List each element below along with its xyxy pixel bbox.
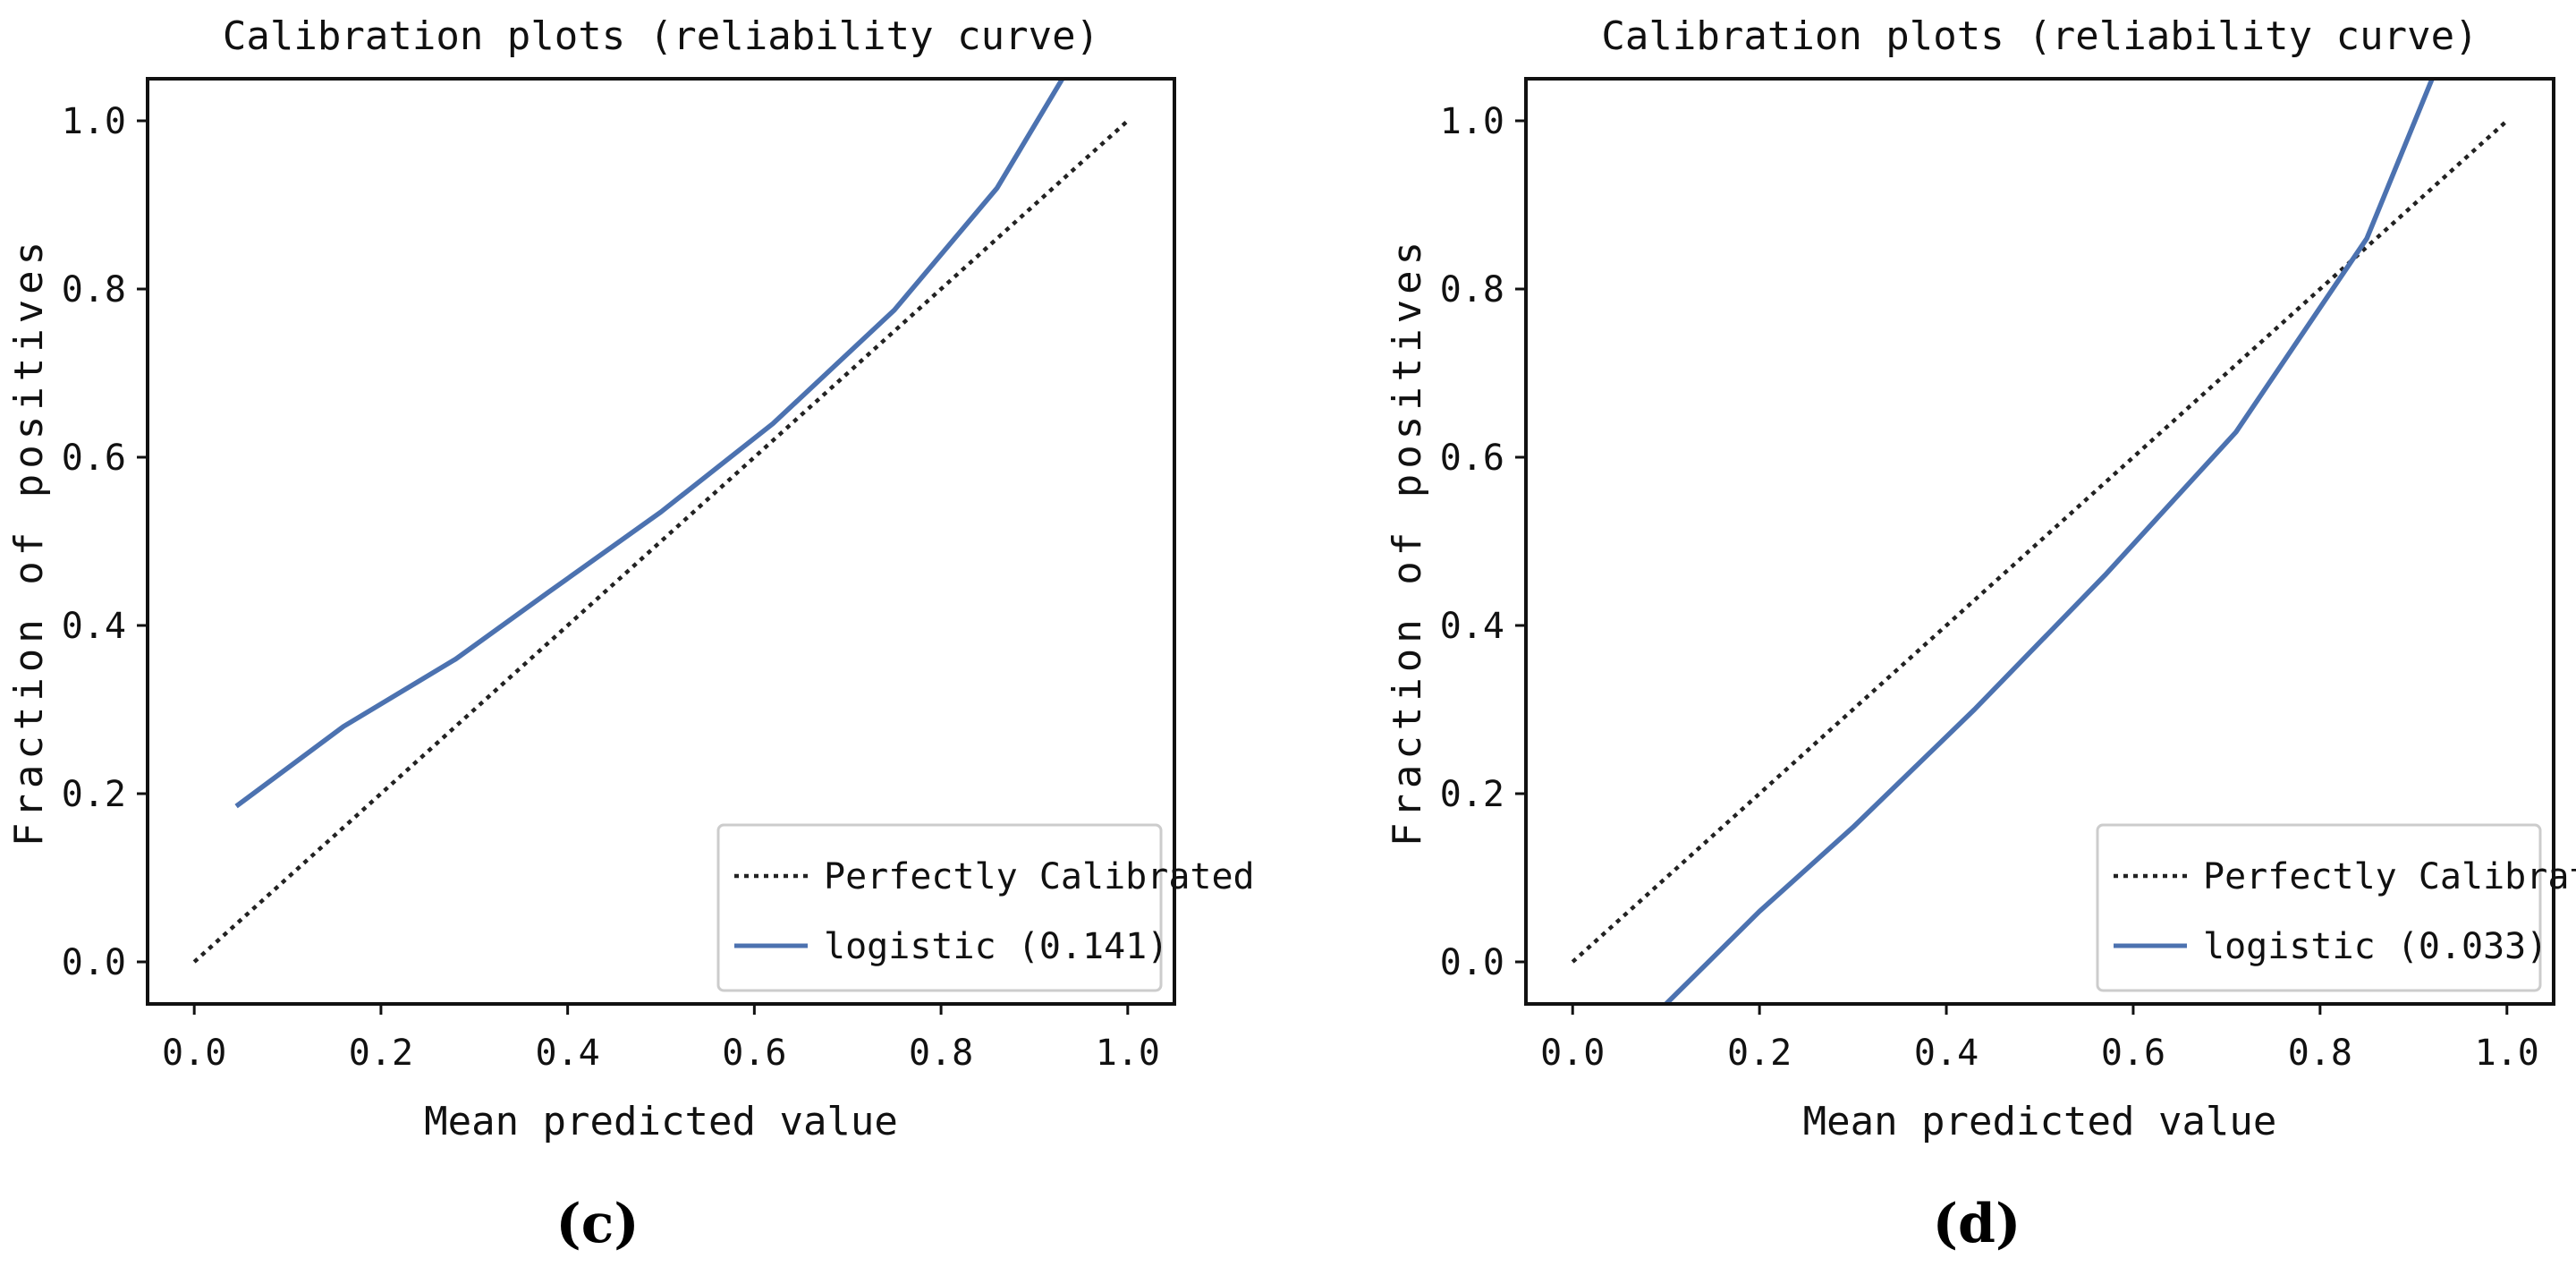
perfectly-calibrated-line	[192, 119, 1130, 964]
x-tick-label: 0.8	[2288, 1033, 2352, 1074]
legend-box	[2096, 823, 2542, 992]
y-tick-label: 0.0	[62, 942, 126, 983]
logistic-curve	[1664, 79, 2435, 1004]
chart-title: Calibration plots (reliability curve)	[1601, 13, 2478, 59]
x-tick-label: 0.6	[2101, 1033, 2165, 1074]
panel-label: (c)	[555, 1193, 639, 1255]
chart-panel-c: Calibration plots (reliability curve) Mea…	[6, 13, 1255, 1255]
y-axis-label: Fraction of positives	[1385, 236, 1430, 846]
logistic-curve	[234, 79, 1065, 809]
y-tick-label: 0.4	[1440, 606, 1504, 647]
y-tick-label: 1.0	[62, 101, 126, 142]
legend-entry: Perfectly Calibrated	[824, 856, 1255, 897]
legend-entry: logistic (0.141)	[824, 926, 1168, 967]
x-tick-label: 0.4	[1914, 1033, 1979, 1074]
x-tick-label: 0.0	[162, 1033, 226, 1074]
x-tick-label: 1.0	[1096, 1033, 1160, 1074]
y-tick-label: 0.2	[1440, 774, 1504, 815]
y-tick-label: 0.4	[62, 606, 126, 647]
x-tick-label: 0.4	[536, 1033, 600, 1074]
perfectly-calibrated-line	[1571, 119, 2509, 964]
y-tick-label: 0.8	[1440, 269, 1504, 310]
y-tick-label: 0.8	[62, 269, 126, 310]
legend-entry: Perfectly Calibrated	[2203, 856, 2576, 897]
legend-entry: logistic (0.033)	[2203, 926, 2547, 967]
legend-box	[716, 823, 1163, 992]
panel-label: (d)	[1933, 1193, 2021, 1255]
y-tick-label: 0.6	[62, 438, 126, 479]
legend: Perfectly Calibrated logistic (0.141)	[716, 823, 1255, 992]
y-tick-label: 0.0	[1440, 942, 1504, 983]
legend: Perfectly Calibrated logistic (0.033)	[2096, 823, 2576, 992]
y-axis-label: Fraction of positives	[6, 236, 52, 846]
x-tick-label: 0.6	[722, 1033, 786, 1074]
y-tick-label: 0.6	[1440, 438, 1504, 479]
x-tick-label: 0.2	[1727, 1033, 1792, 1074]
y-tick-label: 0.2	[62, 774, 126, 815]
plot-frame	[146, 77, 1176, 1006]
x-tick-label: 0.0	[1540, 1033, 1605, 1074]
y-tick-label: 1.0	[1440, 101, 1504, 142]
x-tick-label: 0.2	[349, 1033, 413, 1074]
x-axis-label: Mean predicted value	[424, 1099, 898, 1144]
chart-panel-d: Calibration plots (reliability curve) Mea…	[1385, 13, 2576, 1255]
chart-title: Calibration plots (reliability curve)	[223, 13, 1099, 59]
plot-frame	[1524, 77, 2555, 1006]
plot-area	[192, 79, 1130, 964]
x-tick-label: 0.8	[909, 1033, 973, 1074]
plot-area	[1571, 79, 2509, 1004]
x-axis-label: Mean predicted value	[1803, 1099, 2277, 1144]
x-tick-label: 1.0	[2475, 1033, 2539, 1074]
